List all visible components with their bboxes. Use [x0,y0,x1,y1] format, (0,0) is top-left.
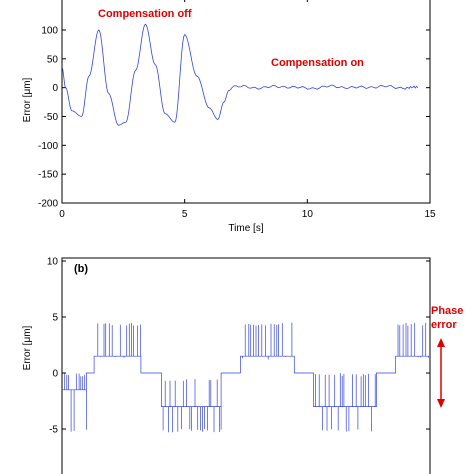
y-tick-label: -200 [38,199,58,210]
panel-a-frame [61,0,431,204]
y-tick-label: -100 [38,141,58,152]
x-tick-label: 10 [302,209,314,220]
annotation-phase-error-line2: error [431,319,457,331]
panel-a-error-series [61,23,419,126]
y-tick-label: 5 [52,313,58,324]
annotation-compensation-off: Compensation off [98,8,192,20]
annotation-phase-error-line1: Phase [431,305,463,317]
x-tick-label: 0 [59,209,65,220]
x-tick-label: 15 [424,209,436,220]
y-tick-label: 100 [41,26,58,37]
panel-a-y-axis-label: Error [μm] [22,77,33,122]
panel-b: -5 0 5 10 Error [μm] (b) Phase error [22,257,463,474]
panel-b-label: (b) [74,263,88,275]
y-tick-label: 0 [52,83,58,94]
y-tick-label: -150 [38,170,58,181]
y-tick-label: -50 [44,112,59,123]
panel-b-y-axis-label: Error [μm] [22,325,33,370]
y-tick-label: 10 [47,257,59,268]
panel-b-y-axis: -5 0 5 10 [47,257,430,436]
panel-b-phase-error-series [62,322,429,433]
panel-a-x-axis: 0 5 10 15 [59,0,436,220]
panel-a-y-axis: -200 -150 -100 -50 0 50 100 [38,26,430,210]
annotation-compensation-on: Compensation on [271,57,364,69]
y-tick-label: 0 [52,369,58,380]
panel-b-frame [61,257,431,474]
y-tick-label: -5 [49,425,58,436]
panel-a-x-axis-label: Time [s] [228,223,263,234]
y-tick-label: 50 [47,54,59,65]
x-tick-label: 5 [182,209,188,220]
phase-error-double-arrow-icon [437,338,445,408]
